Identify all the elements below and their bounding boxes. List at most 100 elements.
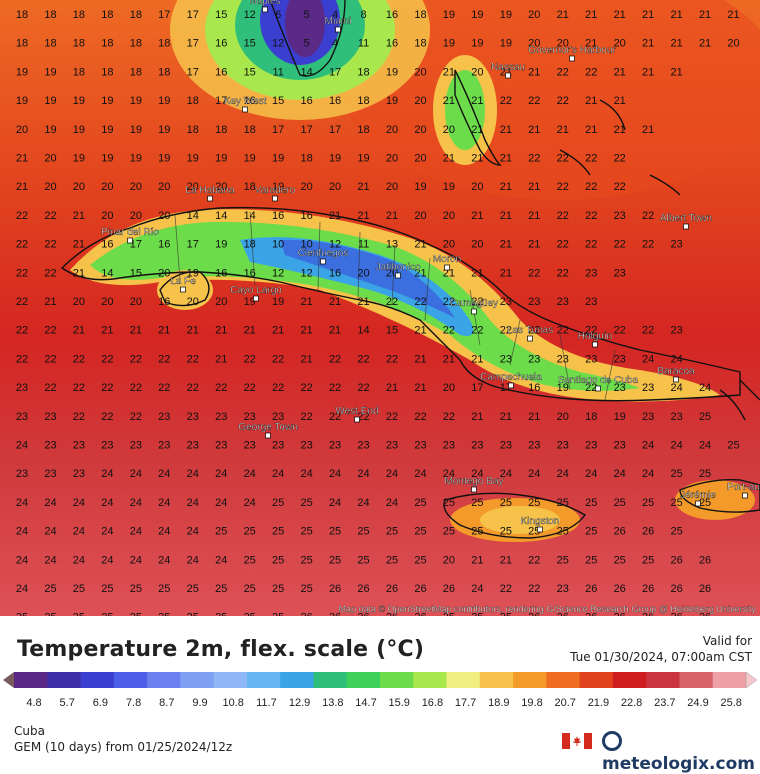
city-label[interactable]: Nassau xyxy=(491,62,525,73)
city-label[interactable]: Naples xyxy=(249,0,280,7)
grid-value: 23 xyxy=(614,210,626,222)
grid-value: 16 xyxy=(244,267,256,279)
coastlines xyxy=(60,0,760,539)
valid-label: Valid for xyxy=(702,634,752,648)
city-label[interactable]: La Fe xyxy=(170,276,196,287)
city-marker xyxy=(242,106,248,113)
city-label[interactable]: Key West xyxy=(224,96,267,107)
grid-value: 22 xyxy=(471,325,483,337)
grid-value: 25 xyxy=(727,440,739,452)
city-label[interactable]: Port-au- xyxy=(727,482,760,493)
brand-logo[interactable]: meteologix.com xyxy=(602,731,760,774)
city-label[interactable]: Montego Bay xyxy=(444,476,504,487)
grid-value: 24 xyxy=(357,468,369,480)
city-label[interactable]: Camagüey xyxy=(450,298,499,309)
city-label[interactable]: Albert Town xyxy=(660,213,712,224)
city-label[interactable]: Varadero xyxy=(255,185,296,196)
grid-value: 23 xyxy=(500,296,512,308)
grid-value: 22 xyxy=(329,411,341,423)
grid-value: 16 xyxy=(101,239,113,251)
grid-value: 18 xyxy=(158,66,170,78)
grid-value: 21 xyxy=(73,239,85,251)
grid-value: 24 xyxy=(614,468,626,480)
city-label[interactable]: Morón xyxy=(433,254,462,265)
grid-value: 21 xyxy=(414,239,426,251)
grid-value: 19 xyxy=(16,66,28,78)
scale-label: 7.8 xyxy=(126,697,141,709)
scale-label: 14.7 xyxy=(355,697,376,709)
grid-value: 24 xyxy=(471,583,483,595)
city-label[interactable]: Campechuela xyxy=(480,372,542,383)
grid-value: 23 xyxy=(414,440,426,452)
grid-value: 20 xyxy=(16,124,28,136)
grid-value: 26 xyxy=(528,612,540,616)
scale-swatch xyxy=(579,672,614,688)
grid-value: 23 xyxy=(16,468,28,480)
grid-value: 21 xyxy=(585,9,597,21)
city-label[interactable]: West End xyxy=(335,406,379,417)
grid-value: 22 xyxy=(300,411,312,423)
city-label[interactable]: George Town xyxy=(238,422,298,433)
grid-value: 21 xyxy=(471,210,483,222)
grid-value: 24 xyxy=(130,554,142,566)
scale-label: 22.8 xyxy=(621,697,642,709)
city-label[interactable]: Las Tunas xyxy=(507,325,554,336)
city-label[interactable]: Kingston xyxy=(520,516,560,527)
city-label[interactable]: Pinar del Río xyxy=(101,227,160,238)
city-label[interactable]: La Habana xyxy=(185,185,235,196)
city-marker xyxy=(508,382,514,389)
grid-value: 21 xyxy=(244,325,256,337)
grid-value: 22 xyxy=(329,353,341,365)
scale-swatch xyxy=(479,672,514,688)
grid-value: 23 xyxy=(614,267,626,279)
scale-swatch xyxy=(346,672,381,688)
grid-value: 20 xyxy=(414,66,426,78)
city-label[interactable]: Miami xyxy=(324,16,352,27)
city-label[interactable]: Cayo Largo xyxy=(230,285,282,296)
grid-value: 21 xyxy=(300,353,312,365)
grid-value: 18 xyxy=(130,9,142,21)
grid-value: 24 xyxy=(187,554,199,566)
grid-value: 20 xyxy=(215,181,227,193)
city-marker xyxy=(592,341,598,348)
city-marker xyxy=(127,237,133,244)
grid-value: 25 xyxy=(614,497,626,509)
scale-label: 21.9 xyxy=(588,697,609,709)
grid-value: 26 xyxy=(699,583,711,595)
scale-swatch xyxy=(180,672,215,688)
grid-value: 22 xyxy=(585,239,597,251)
grid-value: 25 xyxy=(73,583,85,595)
city-label[interactable]: Baracoa xyxy=(657,366,695,377)
grid-value: 22 xyxy=(614,153,626,165)
grid-value: 24 xyxy=(44,554,56,566)
grid-value: 19 xyxy=(44,95,56,107)
city-label[interactable]: Jatibonico xyxy=(375,262,421,273)
city-label[interactable]: Holguín xyxy=(578,331,613,342)
grid-value: 14 xyxy=(187,210,199,222)
grid-value: 21 xyxy=(414,267,426,279)
grid-value: 19 xyxy=(158,124,170,136)
city-label[interactable]: Governor's Harbour xyxy=(528,45,617,56)
grid-value: 24 xyxy=(158,526,170,538)
grid-value: 25 xyxy=(500,526,512,538)
grid-value: 20 xyxy=(386,153,398,165)
temperature-map[interactable]: 18 18 18 18 18 17 17 15 12 6 5 4 8 16 18 19 19 19 20 21 21 21… xyxy=(0,0,760,616)
grid-value: 12 xyxy=(272,38,284,50)
grid-value: 21 xyxy=(471,267,483,279)
city-marker xyxy=(395,272,401,279)
grid-value: 8 xyxy=(360,9,366,21)
grid-value: 23 xyxy=(215,440,227,452)
grid-value: 22 xyxy=(614,325,626,337)
grid-value: 22 xyxy=(329,382,341,394)
grid-value: 21 xyxy=(528,210,540,222)
city-label[interactable]: Jérémie xyxy=(680,490,716,501)
grid-value: 21 xyxy=(300,296,312,308)
city-label[interactable]: Cienfuegos xyxy=(298,248,349,259)
grid-value: 20 xyxy=(471,66,483,78)
city-label[interactable]: Santiago de Cuba xyxy=(558,375,639,386)
grid-value: 20 xyxy=(44,181,56,193)
grid-value: 26 xyxy=(614,612,626,616)
grid-value: 18 xyxy=(357,95,369,107)
grid-value: 20 xyxy=(158,210,170,222)
grid-value: 21 xyxy=(16,181,28,193)
